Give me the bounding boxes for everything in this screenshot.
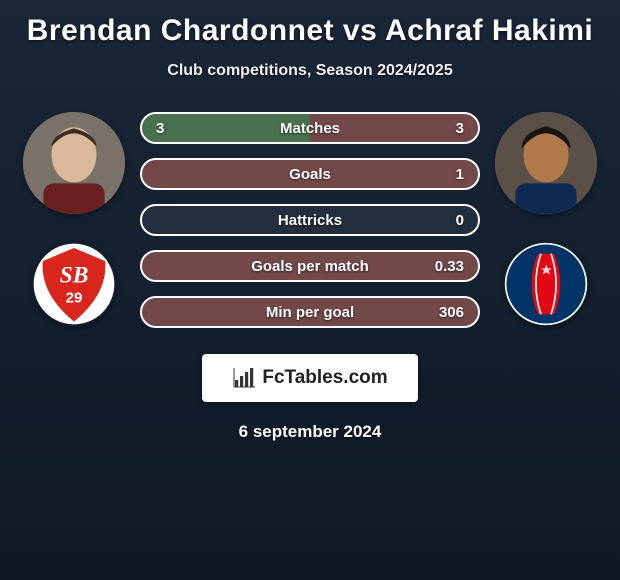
crest-left: SB 29 — [32, 242, 116, 326]
stats-list: 3Matches3 Goals1 Hattricks0 Goals per match… — [140, 112, 480, 328]
stat-value-right: 0.33 — [424, 258, 464, 275]
brand: FcTables.com — [232, 366, 387, 390]
avatar-right-icon — [495, 112, 597, 214]
crest-left-icon: SB 29 — [32, 242, 116, 326]
crest-right-icon — [504, 242, 588, 326]
svg-text:29: 29 — [66, 289, 83, 306]
svg-text:SB: SB — [60, 262, 89, 288]
stat-row: 3Matches3 — [140, 112, 480, 144]
crest-right — [504, 242, 588, 326]
stat-value-right: 1 — [424, 166, 464, 183]
stat-value-right: 3 — [424, 120, 464, 137]
stat-row: Min per goal306 — [140, 296, 480, 328]
stat-value-right: 0 — [424, 212, 464, 229]
subtitle: Club competitions, Season 2024/2025 — [0, 62, 620, 80]
avatar-left-icon — [23, 112, 125, 214]
avatar-right — [495, 112, 597, 214]
left-side: SB 29 — [22, 112, 126, 326]
stat-value-right: 306 — [424, 304, 464, 321]
brand-pill: FcTables.com — [202, 354, 418, 402]
page-title: Brendan Chardonnet vs Achraf Hakimi — [0, 14, 620, 48]
comparison: SB 29 3Matches3 Goals1 Hattricks0 Goals per… — [0, 112, 620, 328]
chart-icon — [232, 366, 256, 390]
stat-row: Goals per match0.33 — [140, 250, 480, 282]
date: 6 september 2024 — [0, 422, 620, 442]
brand-text: FcTables.com — [262, 367, 387, 389]
stat-row: Goals1 — [140, 158, 480, 190]
right-side — [494, 112, 598, 326]
avatar-left — [23, 112, 125, 214]
stat-row: Hattricks0 — [140, 204, 480, 236]
stat-value-left: 3 — [156, 120, 196, 137]
